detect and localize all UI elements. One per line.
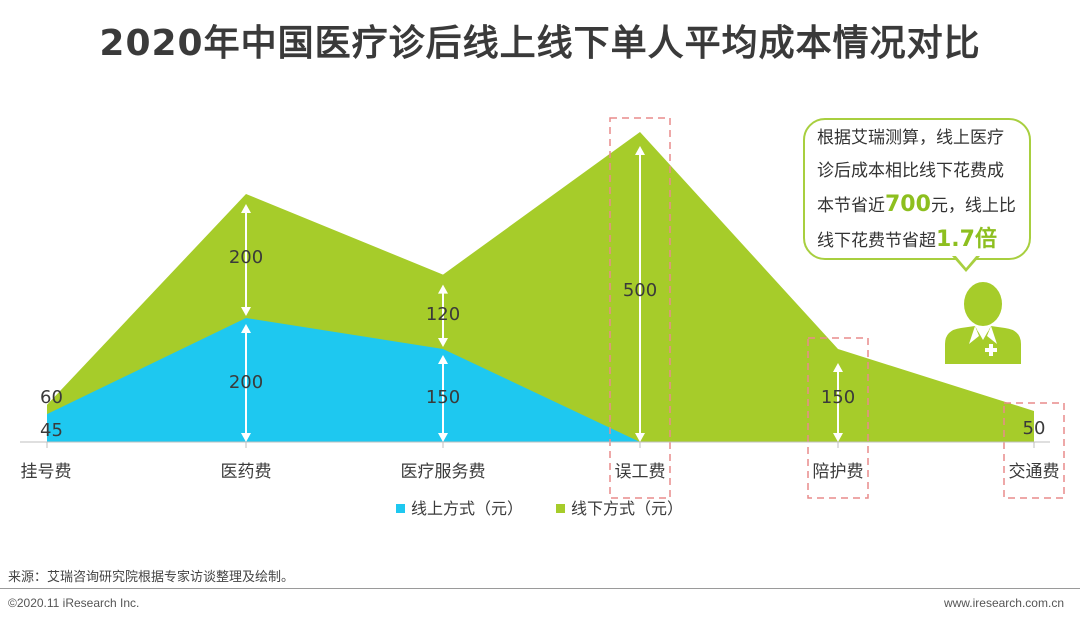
- callout-line-1: 根据艾瑞测算，线上医疗: [817, 128, 1004, 148]
- source-note: 来源：艾瑞咨询研究院根据专家访谈整理及绘制。: [8, 570, 295, 585]
- callout-text: 线下花费节省超: [817, 231, 936, 251]
- value-label: 45: [40, 420, 63, 441]
- x-tick-label: 陪护费: [813, 462, 864, 482]
- callout-highlight-700: 700: [885, 192, 931, 217]
- callout-line-3: 本节省近700元，线上比: [817, 188, 1023, 223]
- value-arrow: [438, 284, 448, 347]
- x-tick-label: 交通费: [1009, 462, 1060, 482]
- value-arrow: [438, 355, 448, 442]
- callout-tail-inner: [955, 255, 977, 268]
- area-online: [47, 318, 1034, 442]
- legend-label: 线下方式（元）: [571, 499, 683, 518]
- value-arrow: [241, 324, 251, 442]
- value-arrow: [833, 363, 843, 442]
- callout-text: 本节省近: [817, 196, 885, 216]
- website: www.iresearch.com.cn: [943, 596, 1064, 610]
- legend-swatch: [556, 504, 565, 513]
- value-label: 60: [40, 387, 63, 408]
- callout-text: 元，线上比: [930, 196, 1016, 216]
- legend-label: 线上方式（元）: [411, 499, 523, 518]
- value-label: 150: [821, 387, 855, 408]
- value-label: 200: [229, 247, 263, 268]
- copyright: ©2020.11 iResearch Inc.: [8, 596, 140, 610]
- highlight-box: [609, 117, 671, 499]
- callout-line-4: 线下花费节省超1.7倍: [817, 223, 1023, 258]
- callout-box: 根据艾瑞测算，线上医疗 诊后成本相比线下花费成 本节省近700元，线上比 线下花…: [803, 118, 1031, 260]
- callout-line-2: 诊后成本相比线下花费成: [817, 161, 1004, 181]
- value-label: 150: [426, 387, 460, 408]
- x-tick-label: 医药费: [221, 462, 272, 482]
- legend-swatch: [396, 504, 405, 513]
- x-tick-label: 挂号费: [21, 462, 72, 482]
- x-tick-label: 医疗服务费: [401, 462, 486, 482]
- x-tick-label: 误工费: [615, 462, 666, 482]
- value-arrow: [241, 204, 251, 316]
- value-label: 50: [1023, 418, 1046, 439]
- footer-divider: [0, 588, 1080, 589]
- callout-highlight-ratio: 1.7倍: [936, 227, 997, 252]
- highlight-box: [1003, 402, 1065, 499]
- page-title: 2020年中国医疗诊后线上线下单人平均成本情况对比: [99, 23, 981, 64]
- highlight-box: [807, 337, 869, 499]
- value-label: 500: [623, 280, 657, 301]
- value-arrow: [635, 146, 645, 442]
- value-label: 200: [229, 372, 263, 393]
- doctor-person-icon: [945, 282, 1021, 364]
- value-label: 120: [426, 304, 460, 325]
